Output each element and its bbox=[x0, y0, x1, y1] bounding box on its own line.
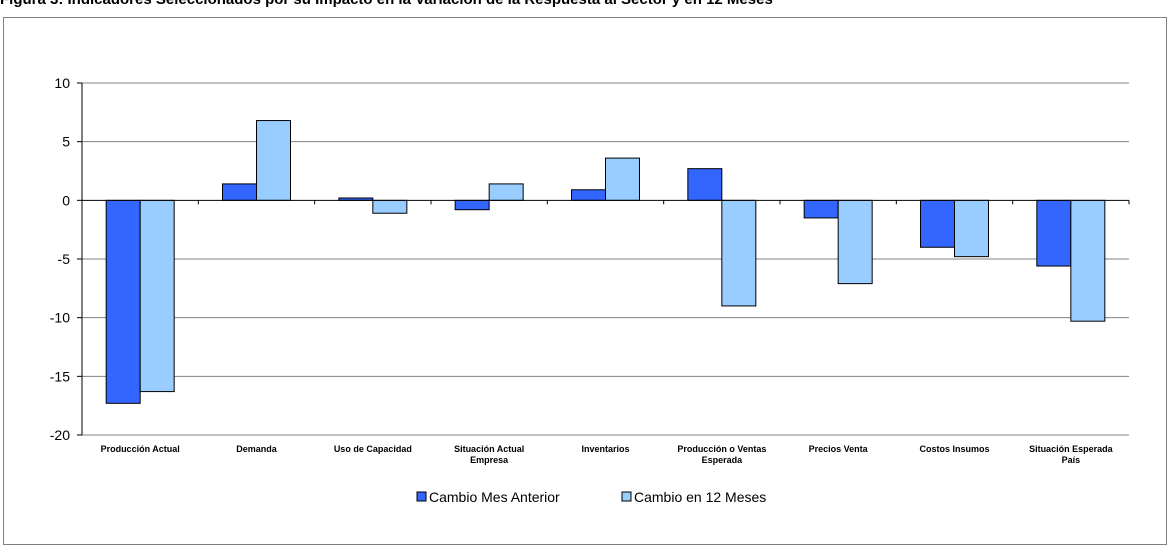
chart-frame bbox=[3, 17, 1167, 545]
legend-label: Cambio en 12 Meses bbox=[634, 489, 766, 505]
bar-12-meses bbox=[139, 199, 175, 393]
bar-12-meses bbox=[721, 199, 757, 307]
bar-12-meses bbox=[837, 199, 873, 285]
bar-12-meses bbox=[488, 183, 524, 201]
legend-label: Cambio Mes Anterior bbox=[429, 489, 560, 505]
axes bbox=[77, 82, 1130, 436]
bar-mes-anterior bbox=[571, 189, 606, 201]
x-category-label: Producción o Ventas Esperada bbox=[677, 444, 766, 465]
x-category-label: Costos Insumos bbox=[919, 444, 989, 454]
legend: Cambio Mes Anterior Cambio en 12 Meses bbox=[416, 489, 766, 505]
x-category-label: Situación Actual Empresa bbox=[454, 444, 524, 465]
y-tick-label: 5 bbox=[62, 134, 70, 150]
y-tick-label: 10 bbox=[54, 75, 70, 91]
bar-12-meses bbox=[256, 120, 291, 201]
bar-12-meses bbox=[605, 157, 640, 201]
bar-12-meses bbox=[1070, 199, 1106, 322]
bar-mes-anterior bbox=[222, 183, 257, 201]
bar-12-meses bbox=[372, 199, 408, 214]
y-tick-labels: 10 5 0 -5 -10 -15 -20 bbox=[50, 75, 70, 443]
x-category-labels: Producción Actual Demanda Uso de Capacidad… bbox=[101, 444, 1114, 465]
gridlines bbox=[82, 82, 1129, 436]
y-tick-label: -5 bbox=[58, 251, 71, 267]
y-tick-label: -20 bbox=[50, 427, 70, 443]
x-category-label: Demanda bbox=[236, 444, 278, 454]
figure-title: Figura 3: Indicadores Seleccionados por … bbox=[0, 0, 1171, 8]
x-category-label: Producción Actual bbox=[101, 444, 180, 454]
legend-swatch bbox=[416, 491, 427, 502]
bar-mes-anterior bbox=[687, 168, 723, 201]
bar-mes-anterior bbox=[1036, 199, 1072, 267]
x-category-label: Precios Venta bbox=[809, 444, 869, 454]
y-tick-label: -15 bbox=[50, 368, 70, 384]
x-category-label: Uso de Capacidad bbox=[334, 444, 412, 454]
x-category-label: Situación Esperada País bbox=[1029, 444, 1114, 465]
y-tick-label: -10 bbox=[50, 310, 70, 326]
bar-mes-anterior bbox=[920, 199, 955, 248]
bar-12-meses bbox=[954, 199, 989, 258]
bar-mes-anterior bbox=[803, 199, 839, 219]
bars bbox=[105, 120, 1106, 404]
x-category-label: Inventarios bbox=[581, 444, 629, 454]
bar-mes-anterior bbox=[105, 199, 141, 404]
y-tick-label: 0 bbox=[62, 192, 70, 208]
legend-swatch bbox=[621, 491, 632, 502]
bar-mes-anterior bbox=[454, 199, 490, 211]
